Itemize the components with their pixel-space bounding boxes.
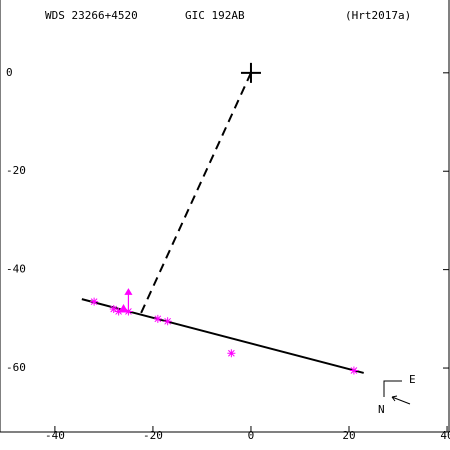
observation [153,314,162,323]
observation [90,297,99,306]
observation [124,307,133,316]
y-tick-label: -20 [6,164,26,177]
reference: (Hrt2017a) [345,9,411,22]
observation [118,303,129,313]
y-tick-label: -40 [6,263,26,276]
observation [114,307,123,316]
node-line [139,72,252,315]
chart-title: WDS 23266+4520 [45,9,138,22]
compass-axes [383,380,402,397]
primary-star [240,62,261,83]
frame [0,0,450,433]
chart-subtitle: GIC 192AB [185,9,245,22]
x-tick-label: 40 [440,429,450,442]
observation [163,317,172,326]
x-tick-label: -40 [45,429,65,442]
compass-north: N [378,403,385,416]
observation [227,349,236,358]
y-tick-label: 0 [6,66,13,79]
x-tick-label: -20 [143,429,163,442]
x-tick-label: 20 [342,429,355,442]
observation [349,366,358,375]
compass: E N [378,373,416,416]
compass-east: E [409,373,416,386]
compass-arrow [391,395,411,405]
observation [109,304,118,313]
y-tick-label: -60 [6,361,26,374]
x-tick-label: 0 [248,429,255,442]
